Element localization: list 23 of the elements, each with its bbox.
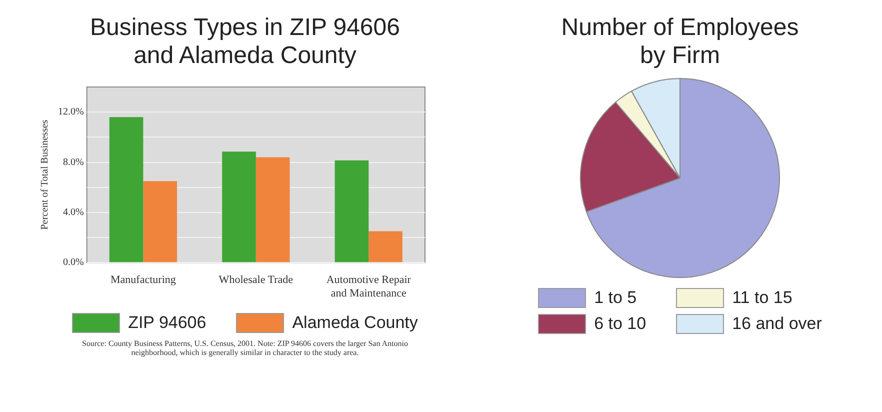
legend-label: ZIP 94606 (128, 313, 206, 333)
legend-label: 1 to 5 (594, 288, 637, 308)
legend-label: Alameda County (292, 313, 418, 333)
chart-title: Number of Employees by Firm (560, 14, 800, 70)
chart-title: Business Types in ZIP 94606 and Alameda County (89, 14, 401, 70)
bar (222, 152, 256, 262)
bar (334, 160, 369, 262)
x-tick-label: Wholesale Trade (218, 274, 294, 286)
source-note: Source: County Business Patterns, U.S. Census, 2001. Note: ZIP 94606 covers the larger San Antonio neighborhood, which is generally similar in character to the study area. (81, 339, 409, 357)
x-tick-label: Automotive Repair and Maintenance (326, 274, 412, 300)
bar (368, 231, 402, 262)
legend-label: 16 and over (732, 314, 822, 334)
bar (256, 157, 290, 262)
y-tick-label: 12.0% (58, 106, 84, 118)
y-tick-label: 0.0% (62, 257, 84, 268)
legend-label: 6 to 10 (594, 314, 646, 334)
y-axis-title: Percent of Total Businesses (40, 120, 51, 230)
bar (109, 117, 144, 262)
bar (143, 181, 178, 262)
legend-label: 11 to 15 (732, 288, 792, 308)
x-tick-label: Manufacturing (110, 274, 176, 286)
y-tick-label: 8.0% (62, 156, 84, 168)
y-tick-label: 4.0% (62, 207, 84, 218)
